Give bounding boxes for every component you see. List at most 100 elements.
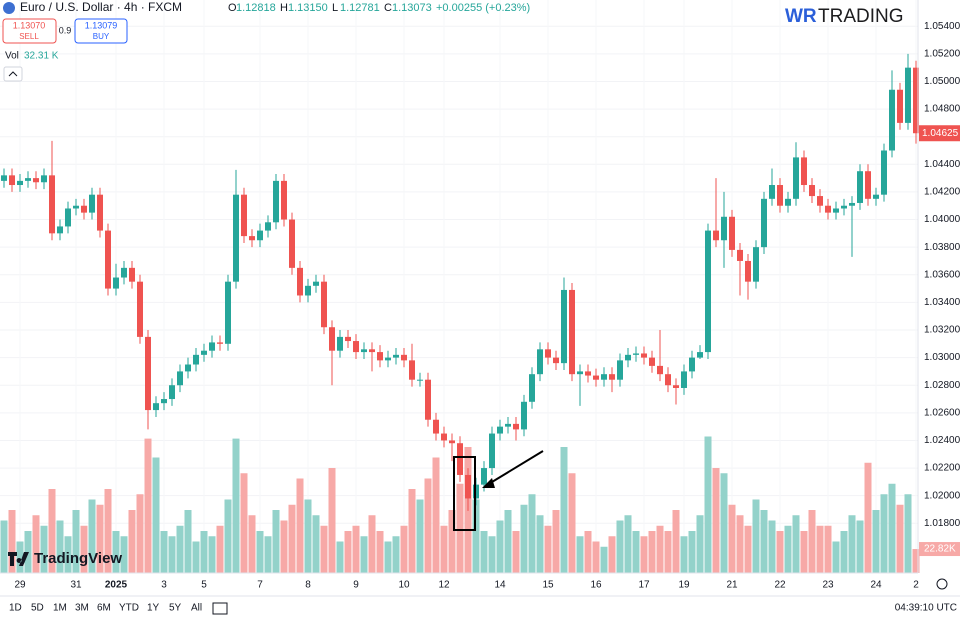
ohlc-legend: O 1.12818 H 1.13150 L 1.12781 C 1.13073 +0.00255… [228, 2, 530, 14]
candle-body [161, 399, 167, 404]
range-button[interactable]: 1D [9, 603, 22, 614]
candle-body [561, 289, 567, 364]
candle-body [601, 374, 607, 380]
volume-bar [904, 494, 912, 573]
candle-body [753, 247, 759, 282]
volume-bar [848, 515, 856, 573]
range-button[interactable]: 6M [97, 603, 111, 614]
logo-text: TRADING [818, 6, 904, 27]
volume-bar [488, 536, 496, 573]
candle-body [233, 194, 239, 282]
volume-bar [280, 520, 288, 573]
range-button[interactable]: 3M [75, 603, 89, 614]
volume-bar [480, 531, 488, 573]
volume-bar [888, 483, 896, 573]
ohlc-key: C [384, 2, 392, 14]
volume-bar [768, 520, 776, 573]
sell-button[interactable] [2, 18, 57, 44]
volume-bar [864, 462, 872, 573]
buy-button[interactable] [74, 18, 128, 44]
candle-body [505, 423, 511, 427]
candle-body [465, 474, 471, 499]
volume-bar [648, 531, 656, 573]
x-tick-label: 7 [257, 580, 263, 591]
symbol-title[interactable]: Euro / U.S. Dollar · 4h · FXCM [20, 0, 182, 14]
volume-bar [120, 536, 128, 573]
volume-bar [184, 510, 192, 573]
candle-body [729, 216, 735, 250]
volume-bar [96, 504, 104, 573]
volume-bar [680, 536, 688, 573]
candle-body [737, 249, 743, 261]
volume-bar [808, 510, 816, 573]
candle-body [33, 178, 39, 183]
range-button[interactable]: 1M [53, 603, 67, 614]
candle-body [585, 371, 591, 376]
x-tick-label: 15 [542, 580, 554, 591]
volume-bar [232, 438, 240, 573]
volume-bar [0, 520, 8, 573]
candle-body [633, 353, 639, 355]
volume-bar [520, 504, 528, 573]
volume-bar [896, 504, 904, 573]
volume-bar [800, 531, 808, 573]
volume-pane [0, 436, 920, 573]
x-tick-label: 2 [913, 580, 919, 591]
settings-icon[interactable] [936, 578, 948, 590]
candle-body [849, 202, 855, 206]
candle-body [185, 364, 191, 372]
collapse-button[interactable] [3, 66, 23, 82]
volume-bar [584, 531, 592, 573]
candle-body [497, 426, 503, 434]
candle-body [65, 208, 71, 227]
range-button[interactable]: 1Y [147, 603, 160, 614]
candle-body [1, 175, 7, 181]
range-button[interactable]: 5D [31, 603, 44, 614]
y-tick-label: 1.02400 [924, 435, 960, 446]
logo-mark: WR [785, 6, 817, 27]
volume-bar [200, 531, 208, 573]
volume-bar [192, 541, 200, 573]
volume-bar [392, 536, 400, 573]
y-tick-label: 1.03600 [924, 269, 960, 280]
candle-body [177, 371, 183, 386]
volume-bar [880, 494, 888, 573]
volume-bar [8, 510, 16, 573]
x-tick-label: 22 [774, 580, 786, 591]
volume-bar [576, 536, 584, 573]
goto-date-icon[interactable] [212, 602, 228, 615]
candle-body [681, 371, 687, 388]
candle-body [801, 157, 807, 186]
volume-bar [496, 520, 504, 573]
candle-body [249, 236, 255, 241]
y-tick-label: 1.05200 [924, 48, 960, 59]
candle-body [857, 171, 863, 203]
range-button[interactable]: All [191, 603, 202, 614]
volume-bar [264, 536, 272, 573]
volume-bar [360, 536, 368, 573]
volume-bar [424, 478, 432, 573]
watermark: TradingView [34, 550, 122, 567]
candle-body [241, 194, 247, 237]
volume-bar [472, 499, 480, 573]
candle-body [489, 433, 495, 469]
volume-bar [840, 531, 848, 573]
volume-bar [328, 468, 336, 573]
candle-body [41, 175, 47, 183]
last-volume-box [919, 542, 960, 557]
volume-bar [144, 438, 152, 573]
y-tick-label: 1.05400 [924, 21, 960, 32]
candle-body [313, 281, 319, 286]
candle-body [545, 349, 551, 358]
clock: 04:39:10 UTC [895, 603, 957, 614]
volume-bar [352, 525, 360, 573]
volume-bar [720, 473, 728, 573]
y-tick-label: 1.04400 [924, 159, 960, 170]
range-button[interactable]: YTD [119, 603, 139, 614]
volume-bar [512, 531, 520, 573]
range-button[interactable]: 5Y [169, 603, 182, 614]
volume-bar [48, 489, 56, 573]
candle-body [449, 440, 455, 444]
volume-bar [912, 549, 920, 573]
volume-bar [128, 510, 136, 573]
